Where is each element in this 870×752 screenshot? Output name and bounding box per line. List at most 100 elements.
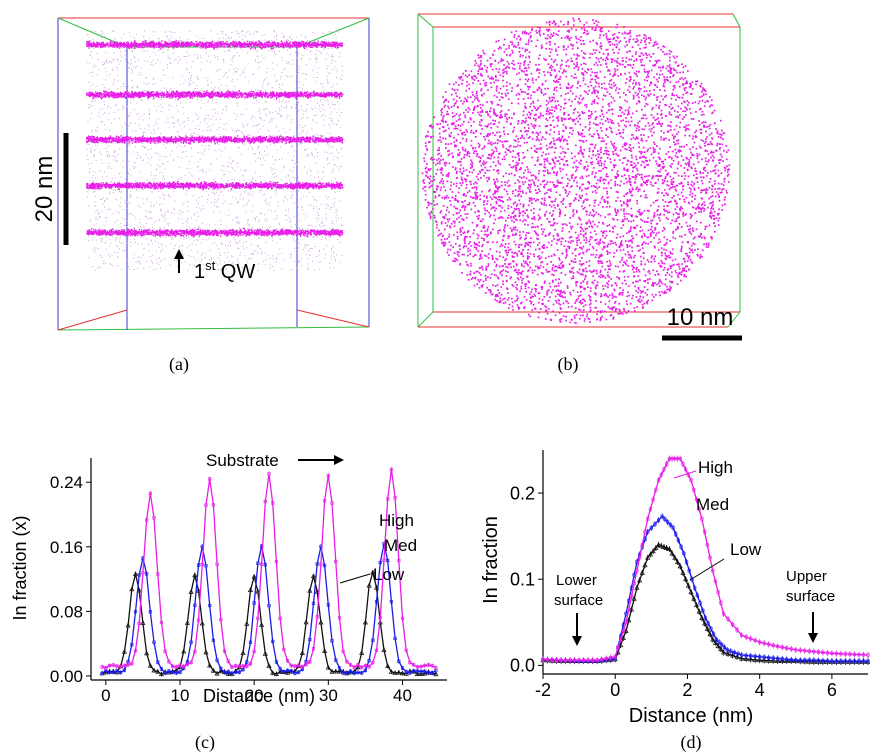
qw-atom xyxy=(196,45,198,47)
scatter-atom xyxy=(256,89,258,91)
scatter-atom xyxy=(240,154,242,155)
scatter-atom xyxy=(132,48,134,49)
scatter-atom xyxy=(119,63,121,65)
qw-atom xyxy=(334,45,337,47)
scatter-atom xyxy=(257,124,259,126)
scatter-atom xyxy=(119,205,121,207)
scatter-atom xyxy=(202,205,204,207)
scatter-atom xyxy=(168,105,169,107)
scatter-atom xyxy=(205,145,207,147)
qw-atom xyxy=(239,45,242,47)
qw-atom xyxy=(213,47,215,49)
scatter-atom xyxy=(335,124,337,125)
scatter-atom xyxy=(113,81,115,83)
scatter-atom xyxy=(298,242,300,244)
scatter-atom xyxy=(215,269,217,271)
scatter-atom xyxy=(225,106,227,108)
scatter-atom xyxy=(231,255,233,257)
scatter-atom xyxy=(279,248,281,250)
qw-atom xyxy=(235,44,237,46)
scatter-atom xyxy=(336,77,338,78)
scatter-atom xyxy=(225,245,226,247)
qw-atom xyxy=(149,43,152,45)
scatter-atom xyxy=(334,178,336,179)
scatter-atom xyxy=(128,266,130,268)
qw-atom xyxy=(112,46,114,48)
scatter-atom xyxy=(93,47,94,49)
scatter-atom xyxy=(200,152,202,154)
scatter-atom xyxy=(118,173,120,175)
scatter-atom xyxy=(258,110,260,112)
scatter-atom xyxy=(336,71,338,73)
scatter-atom xyxy=(99,266,101,268)
scatter-atom xyxy=(326,99,328,100)
scatter-atom xyxy=(237,243,239,244)
scatter-atom xyxy=(270,120,272,122)
qw-atom xyxy=(231,93,233,95)
scatter-atom xyxy=(229,37,231,39)
scatter-atom xyxy=(112,97,114,99)
scatter-atom xyxy=(317,152,319,153)
scatter-atom xyxy=(134,146,136,148)
scatter-atom xyxy=(305,244,307,245)
scatter-atom xyxy=(203,102,205,104)
qw-atom xyxy=(101,46,104,48)
qw-atom xyxy=(126,45,128,48)
scatter-atom xyxy=(304,37,306,38)
scatter-atom xyxy=(154,228,155,230)
qw-atom xyxy=(91,44,93,46)
scatter-atom xyxy=(182,122,184,124)
scatter-atom xyxy=(318,180,320,182)
qw-atom xyxy=(339,43,342,46)
qw-atom xyxy=(140,43,142,45)
qw-atom xyxy=(310,94,312,96)
qw-atom xyxy=(142,41,144,44)
scatter-atom xyxy=(106,151,108,152)
scatter-atom xyxy=(217,69,219,71)
scatter-atom xyxy=(114,156,116,158)
panel-a-atom-cloud xyxy=(86,30,344,271)
qw-atom xyxy=(229,45,231,47)
qw-atom xyxy=(298,41,300,43)
scatter-atom xyxy=(299,87,301,89)
scatter-atom xyxy=(294,150,295,152)
scatter-atom xyxy=(198,227,200,228)
qw-atom xyxy=(219,44,221,46)
scatter-atom xyxy=(205,130,207,132)
scatter-atom xyxy=(148,250,150,252)
scatter-atom xyxy=(331,119,333,121)
scatter-atom xyxy=(128,114,130,116)
scatter-atom xyxy=(260,253,262,255)
scatter-atom xyxy=(87,158,89,160)
scatter-atom xyxy=(167,39,169,41)
qw-atom xyxy=(186,41,188,43)
scatter-atom xyxy=(241,182,243,184)
qw-atom xyxy=(336,41,338,44)
scatter-atom xyxy=(200,55,202,57)
scatter-atom xyxy=(232,89,233,91)
scatter-atom xyxy=(139,157,141,159)
scatter-atom xyxy=(228,98,230,100)
qw-atom xyxy=(286,41,288,44)
qw-atom xyxy=(292,95,295,97)
scatter-atom xyxy=(107,156,108,158)
qw-atom xyxy=(219,41,221,43)
scatter-atom xyxy=(213,267,215,269)
qw-atom xyxy=(329,94,331,96)
scatter-atom xyxy=(95,85,97,87)
scatter-atom xyxy=(212,188,214,190)
qw-atom xyxy=(151,95,154,97)
qw-atom xyxy=(181,43,183,46)
scatter-atom xyxy=(335,209,337,210)
scatter-atom xyxy=(324,38,326,40)
scatter-atom xyxy=(103,260,105,262)
qw-atom xyxy=(87,45,90,47)
scatter-atom xyxy=(321,217,323,219)
scatter-atom xyxy=(195,220,197,222)
scatter-atom xyxy=(264,109,266,111)
scatter-atom xyxy=(329,153,331,154)
scatter-atom xyxy=(236,217,238,219)
scatter-atom xyxy=(221,150,223,152)
qw-atom xyxy=(302,44,304,46)
scatter-atom xyxy=(90,105,92,107)
